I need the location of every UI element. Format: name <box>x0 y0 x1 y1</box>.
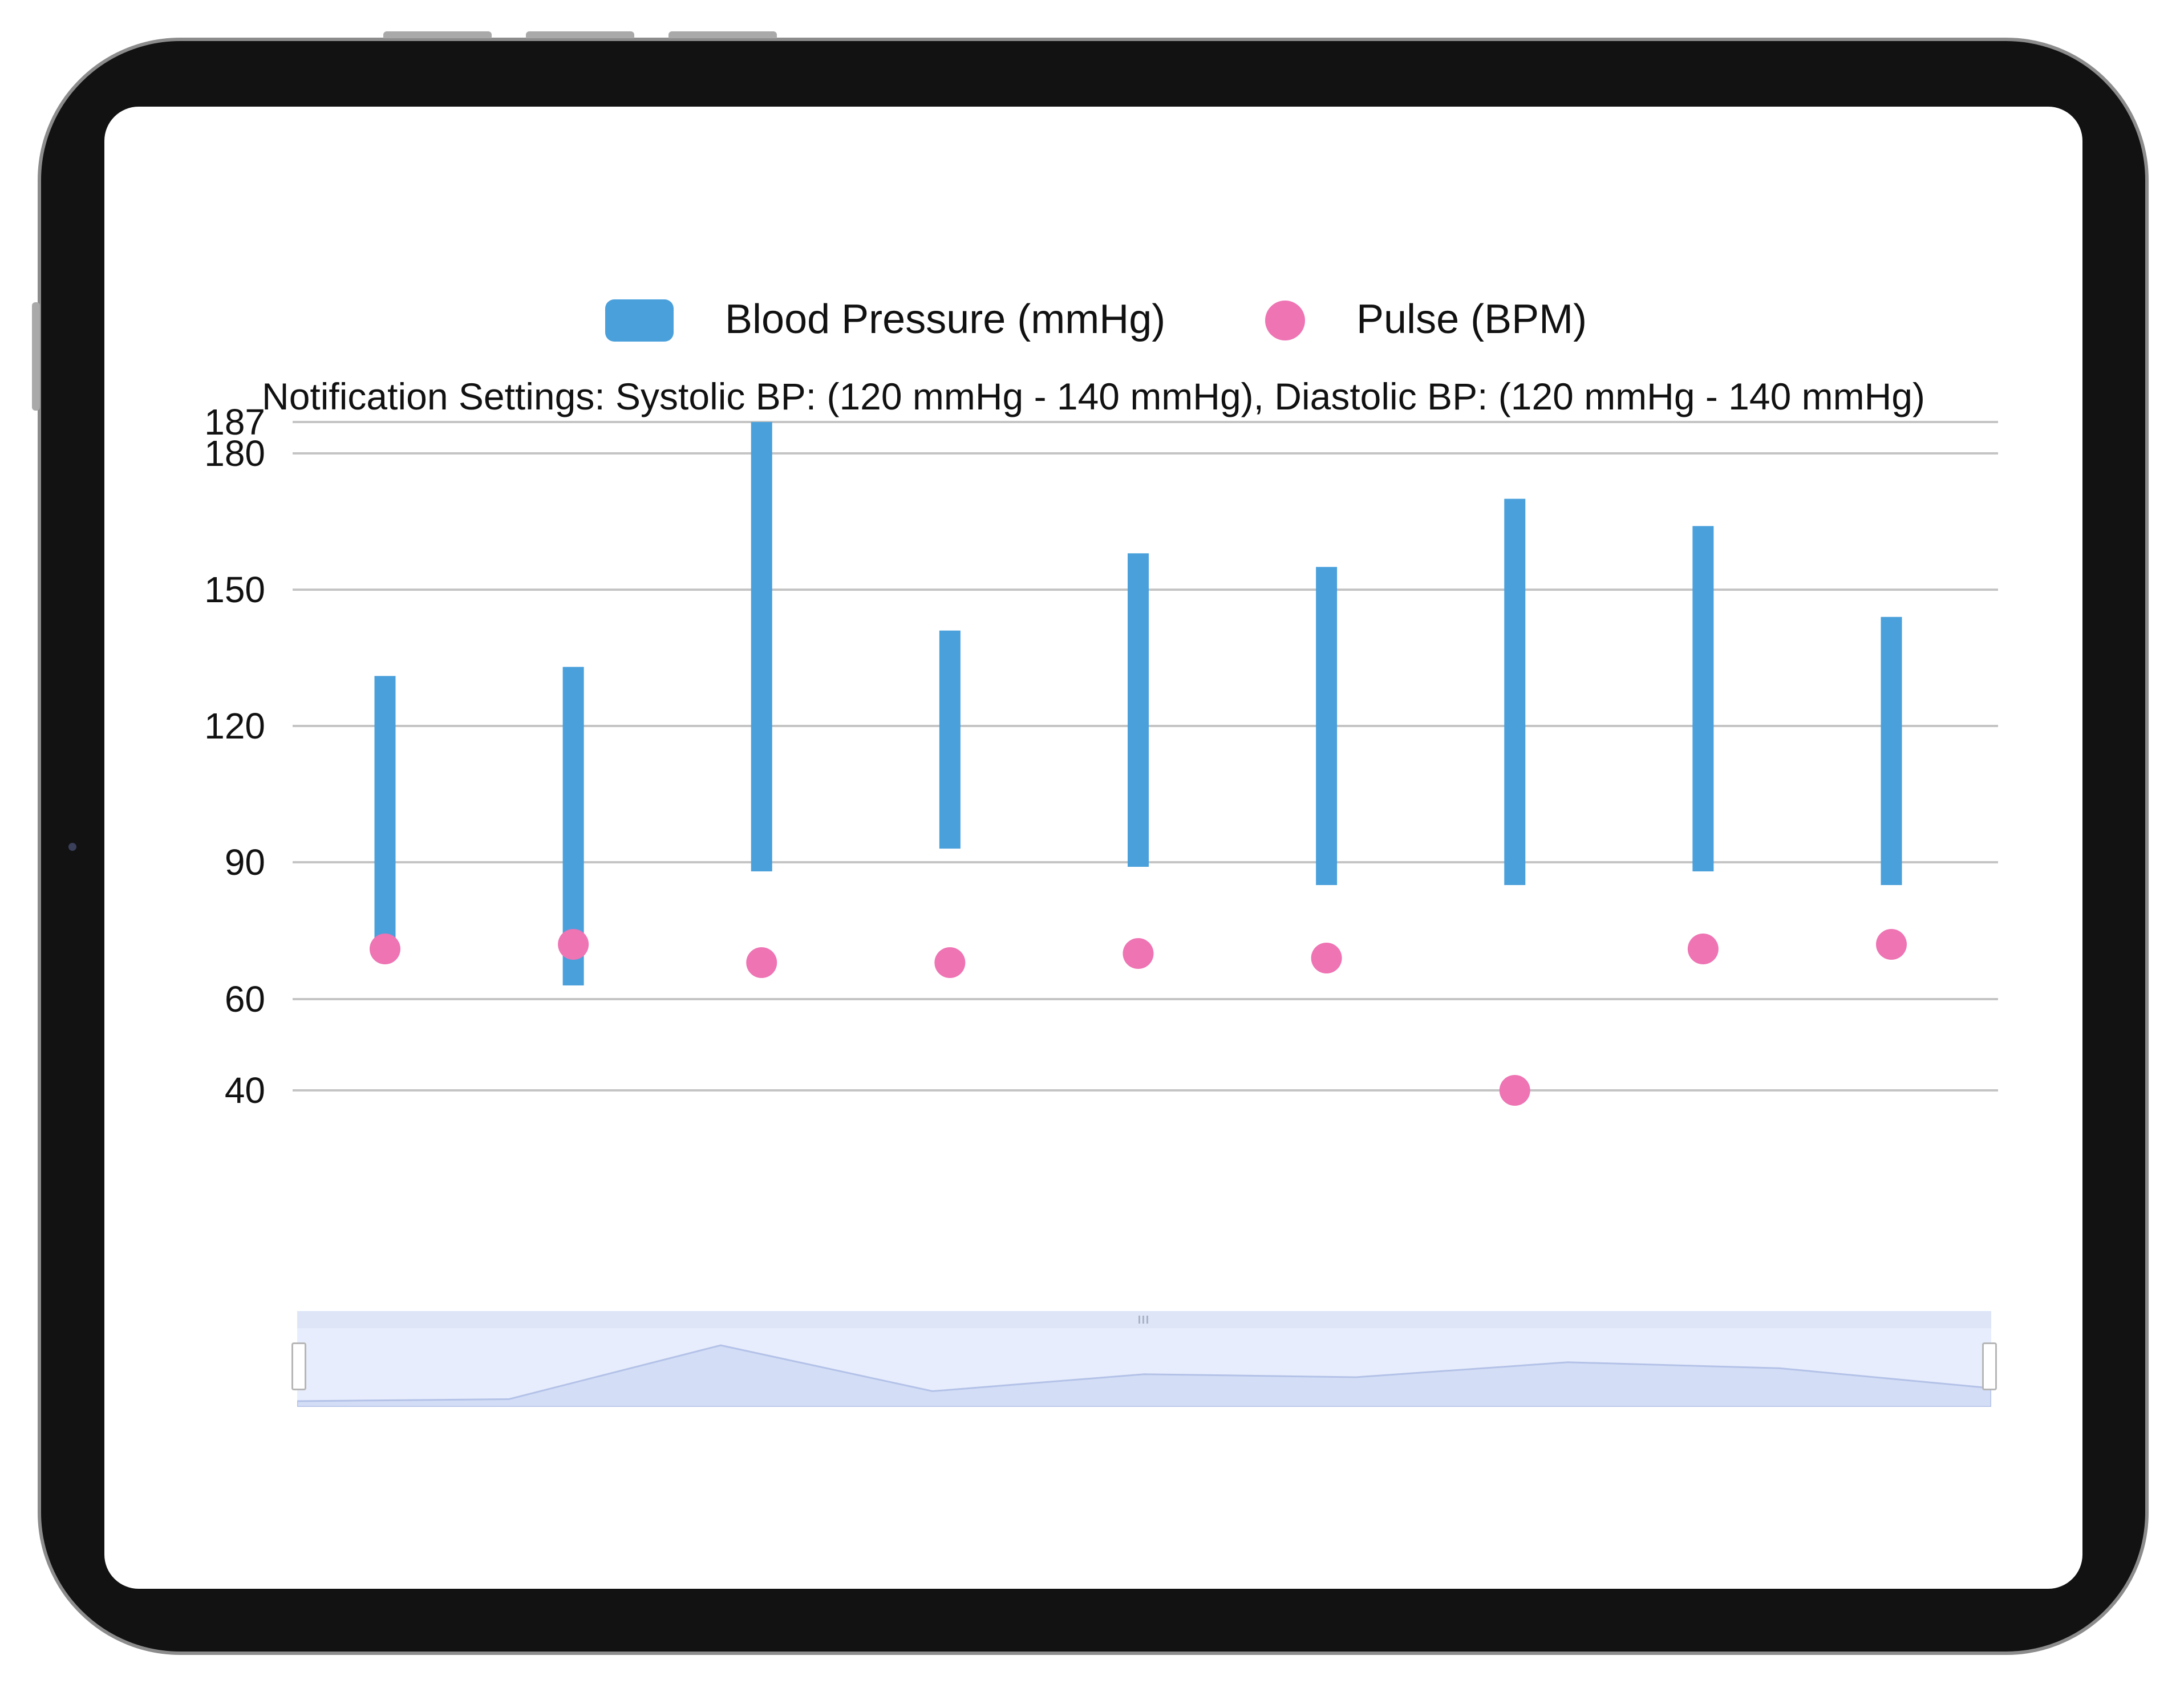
volume-button <box>526 31 634 38</box>
pulse-point-4[interactable] <box>934 947 966 978</box>
bp-bar-4[interactable] <box>939 630 961 849</box>
y-tick-label-60: 60 <box>225 979 265 1020</box>
bp-bar-8[interactable] <box>1692 526 1714 871</box>
bp-bar-7[interactable] <box>1504 498 1526 885</box>
pulse-point-3[interactable] <box>746 947 777 978</box>
bp-bar-6[interactable] <box>1316 567 1338 885</box>
navigator-left-handle[interactable] <box>291 1342 306 1390</box>
navigator-right-handle[interactable] <box>1982 1342 1997 1390</box>
pulse-point-2[interactable] <box>558 929 589 960</box>
navigator-preview <box>297 1344 1991 1407</box>
pulse-point-1[interactable] <box>370 934 400 964</box>
notification-settings-text: Notification Settings: Systolic BP: (120… <box>262 375 1925 417</box>
navigator-body[interactable] <box>297 1328 1991 1407</box>
pulse-point-7[interactable] <box>1499 1075 1530 1106</box>
navigator-scrollbar[interactable] <box>297 1311 1991 1328</box>
navigator-grip-icon[interactable] <box>1138 1316 1150 1324</box>
camera-icon <box>68 843 76 851</box>
legend-bp-swatch[interactable] <box>605 299 674 342</box>
bp-bar-3[interactable] <box>751 422 772 871</box>
legend: Blood Pressure (mmHg) Pulse (BPM) <box>104 278 2082 358</box>
legend-pulse-swatch[interactable] <box>1265 301 1305 340</box>
bp-bar-1[interactable] <box>374 676 396 944</box>
y-tick-label-40: 40 <box>225 1070 265 1111</box>
volume-button <box>383 31 492 38</box>
power-button <box>668 31 777 38</box>
pulse-point-9[interactable] <box>1876 929 1907 960</box>
pulse-point-5[interactable] <box>1123 938 1154 969</box>
y-tick-label-120: 120 <box>204 705 265 746</box>
pulse-point-6[interactable] <box>1311 943 1342 973</box>
y-tick-label-180: 180 <box>204 433 265 474</box>
side-button <box>32 302 40 411</box>
legend-bp-label[interactable]: Blood Pressure (mmHg) <box>725 297 1166 342</box>
pulse-point-8[interactable] <box>1687 934 1719 964</box>
y-tick-label-90: 90 <box>225 842 265 883</box>
screen: Blood Pressure (mmHg) Pulse (BPM) Notifi… <box>104 107 2082 1589</box>
y-tick-label-187: 187 <box>204 401 265 443</box>
y-tick-label-150: 150 <box>204 569 265 610</box>
bp-bar-9[interactable] <box>1881 616 1902 885</box>
navigator-area-series <box>297 1344 1991 1407</box>
range-navigator[interactable] <box>291 1311 1997 1407</box>
legend-pulse-label[interactable]: Pulse (BPM) <box>1356 297 1587 342</box>
bp-bar-5[interactable] <box>1128 553 1149 867</box>
